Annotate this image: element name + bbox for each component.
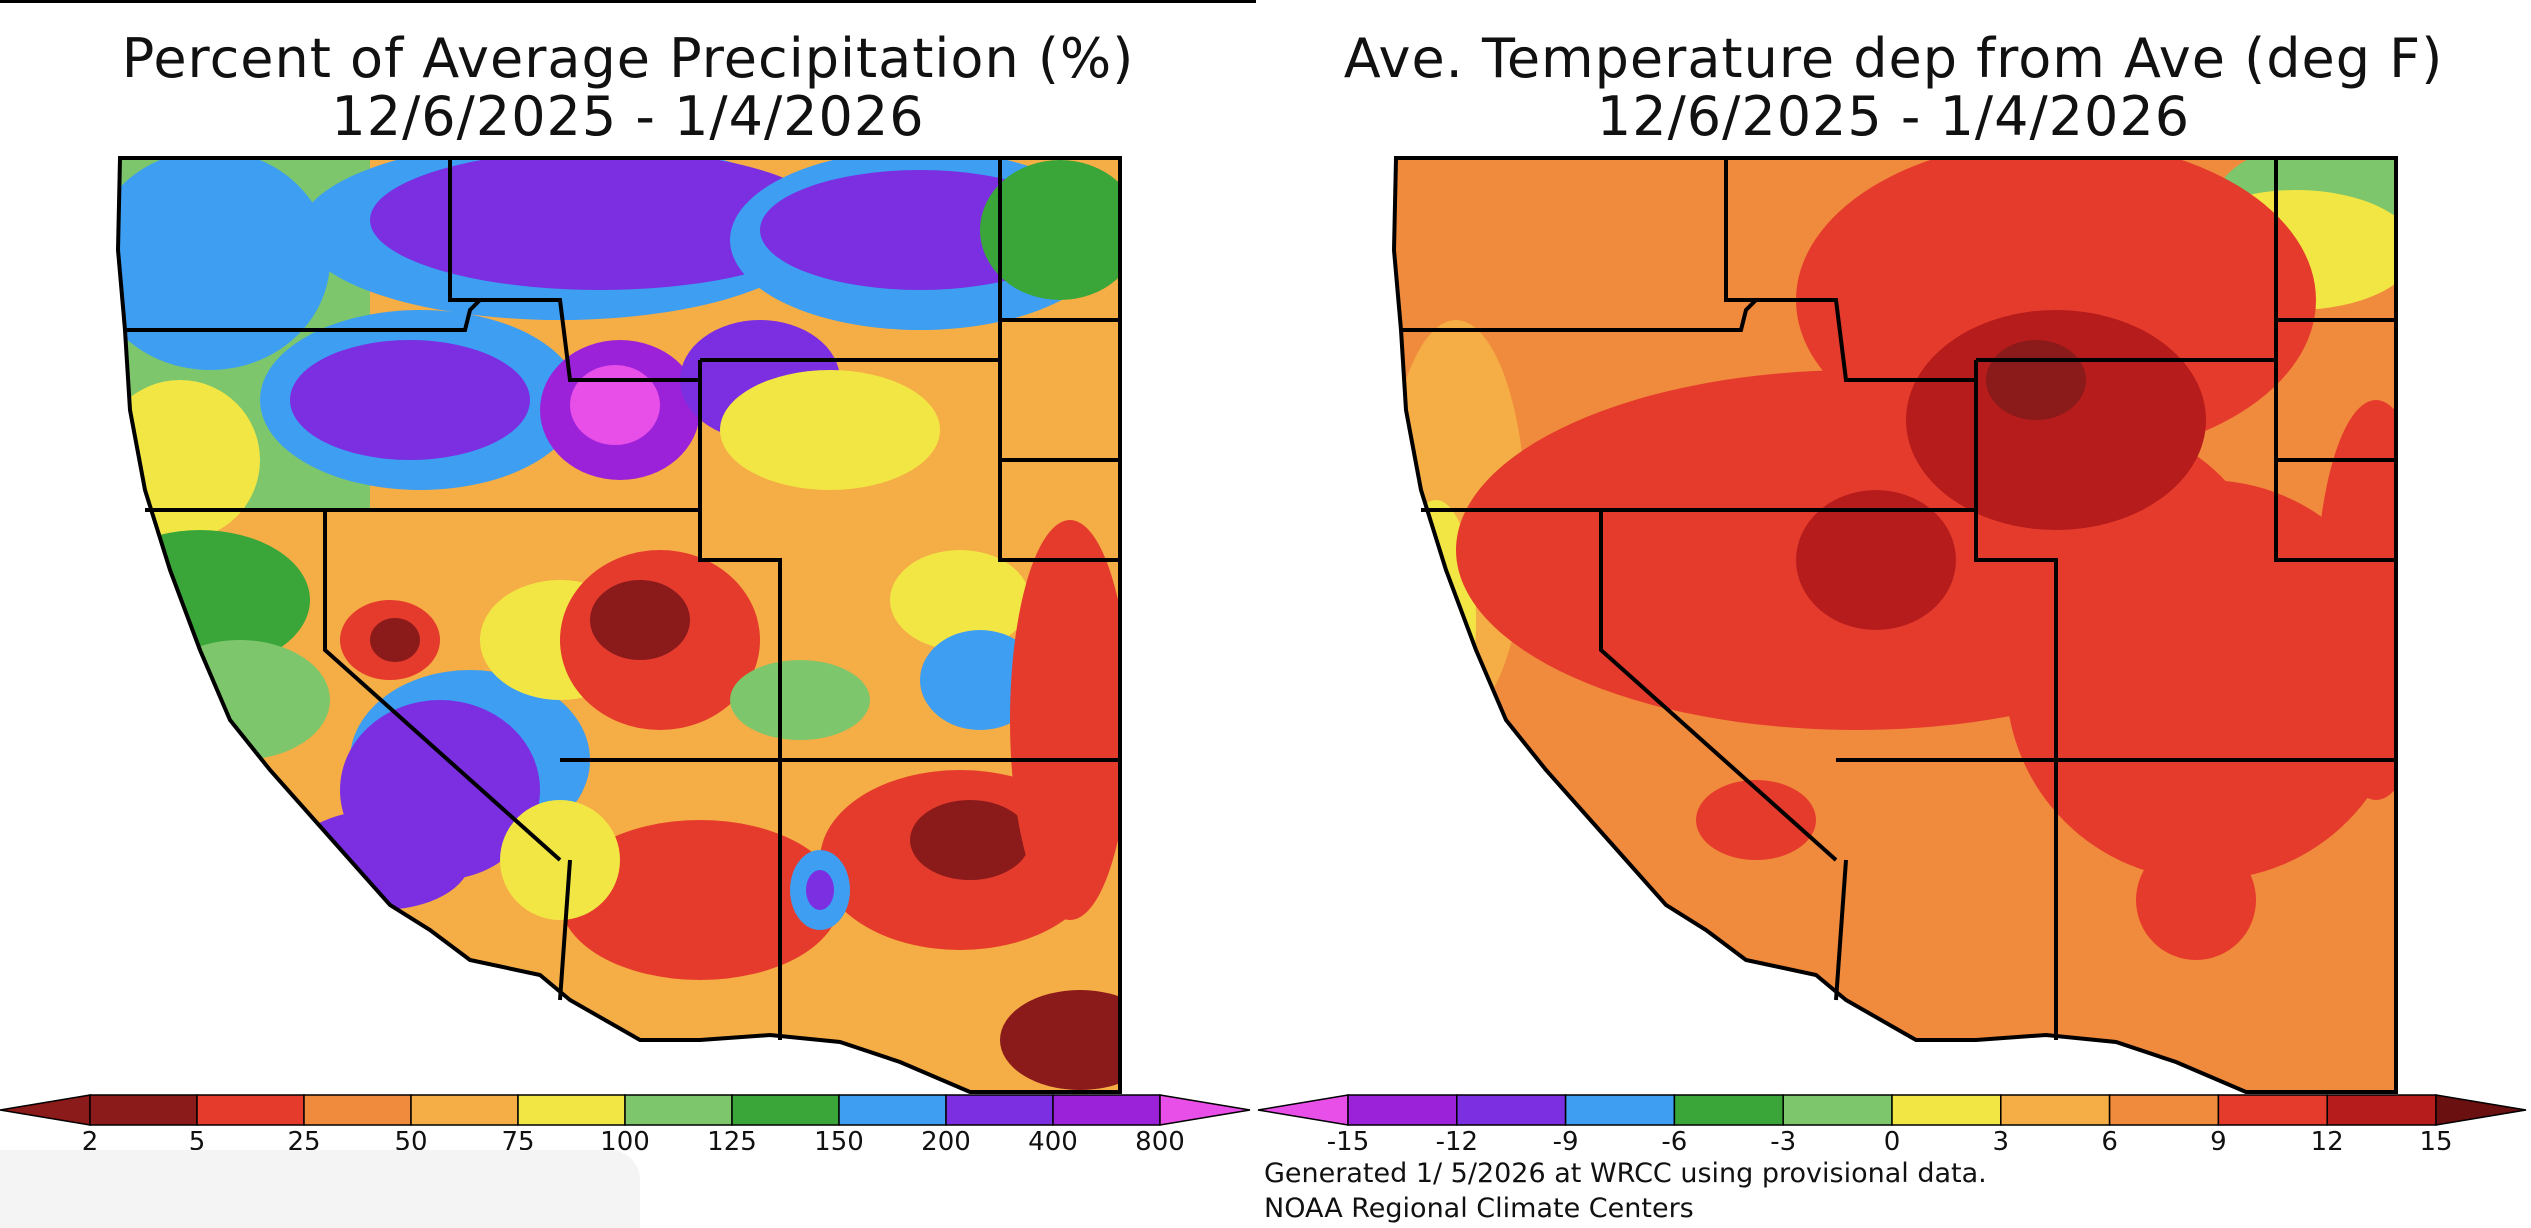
temp-legend-arrow-right xyxy=(2435,1094,2527,1126)
temp-title: Ave. Temperature dep from Ave (deg F) xyxy=(1343,27,2444,90)
precip-legend-arrow-right xyxy=(1159,1094,1251,1126)
footer-source: NOAA Regional Climate Centers xyxy=(1264,1193,1694,1224)
temp-legend-swatch xyxy=(2000,1094,2111,1126)
precip-map xyxy=(115,156,1122,1094)
temp-legend-arrow-left xyxy=(1257,1094,1349,1126)
precip-legend-arrow-left xyxy=(0,1094,91,1126)
temp-legend-swatch xyxy=(2217,1094,2328,1126)
temp-legend-label: -15 xyxy=(1327,1127,1369,1157)
footer-generated: Generated 1/ 5/2026 at WRCC using provis… xyxy=(1264,1158,1987,1189)
temp-legend-label: -9 xyxy=(1553,1127,1579,1157)
precip-legend-swatch xyxy=(1052,1094,1161,1126)
temp-legend-label: -12 xyxy=(1436,1127,1478,1157)
precip-legend: 2 5 25 50 75 100 125 150 200 400 800 xyxy=(0,1094,1251,1157)
temp-legend-label: 3 xyxy=(1993,1127,2010,1157)
temp-legend-label: -3 xyxy=(1770,1127,1796,1157)
precip-legend-label: 200 xyxy=(921,1127,971,1157)
precip-legend-label: 800 xyxy=(1135,1127,1185,1157)
temp-legend-swatch xyxy=(1673,1094,1784,1126)
precip-legend-swatch xyxy=(89,1094,198,1126)
temp-legend-swatch xyxy=(1564,1094,1676,1126)
precip-legend-swatch xyxy=(303,1094,412,1126)
top-border xyxy=(0,0,1256,3)
precip-legend-swatch xyxy=(196,1094,305,1126)
precip-legend-label: 150 xyxy=(814,1127,864,1157)
smudge xyxy=(0,1150,640,1228)
precip-legend-label: 400 xyxy=(1028,1127,1078,1157)
temperature-panel: Ave. Temperature dep from Ave (deg F) 12… xyxy=(1256,0,2531,1228)
temp-legend-swatch xyxy=(1347,1094,1458,1126)
precipitation-panel: Percent of Average Precipitation (%) 12/… xyxy=(0,0,1256,1228)
precip-legend-swatch xyxy=(517,1094,626,1126)
temp-legend-swatch xyxy=(1456,1094,1567,1126)
precip-legend-label: 2 xyxy=(82,1127,99,1157)
precip-legend-label: 5 xyxy=(189,1127,206,1157)
precip-field xyxy=(118,158,1120,1092)
temp-legend-label: 9 xyxy=(2210,1127,2227,1157)
precip-title: Percent of Average Precipitation (%) xyxy=(121,27,1135,90)
temp-legend-label: 12 xyxy=(2311,1127,2344,1157)
temp-legend-swatch xyxy=(2326,1094,2437,1126)
precip-state-borders xyxy=(115,156,1122,1094)
precip-legend-swatch xyxy=(945,1094,1054,1126)
temp-map xyxy=(1391,156,2398,1094)
precip-legend-swatch xyxy=(838,1094,947,1126)
temp-legend-label: 15 xyxy=(2419,1127,2452,1157)
temp-legend-label: 0 xyxy=(1884,1127,1901,1157)
precip-legend-swatch xyxy=(731,1094,840,1126)
precip-legend-label: 125 xyxy=(707,1127,757,1157)
temp-legend: -15 -12 -9 -6 -3 0 3 6 9 12 15 xyxy=(1257,1094,2527,1157)
precip-legend-swatch xyxy=(410,1094,519,1126)
temp-state-borders xyxy=(1391,156,2398,1094)
temp-legend-label: -6 xyxy=(1661,1127,1687,1157)
temp-legend-swatch xyxy=(2108,1094,2220,1126)
temp-legend-swatch xyxy=(1782,1094,1893,1126)
precip-legend-swatch xyxy=(624,1094,733,1126)
temp-date-range: 12/6/2025 - 1/4/2026 xyxy=(1596,85,2191,148)
precip-date-range: 12/6/2025 - 1/4/2026 xyxy=(331,85,925,148)
temp-legend-label: 6 xyxy=(2101,1127,2118,1157)
temp-legend-swatch xyxy=(1891,1094,2002,1126)
